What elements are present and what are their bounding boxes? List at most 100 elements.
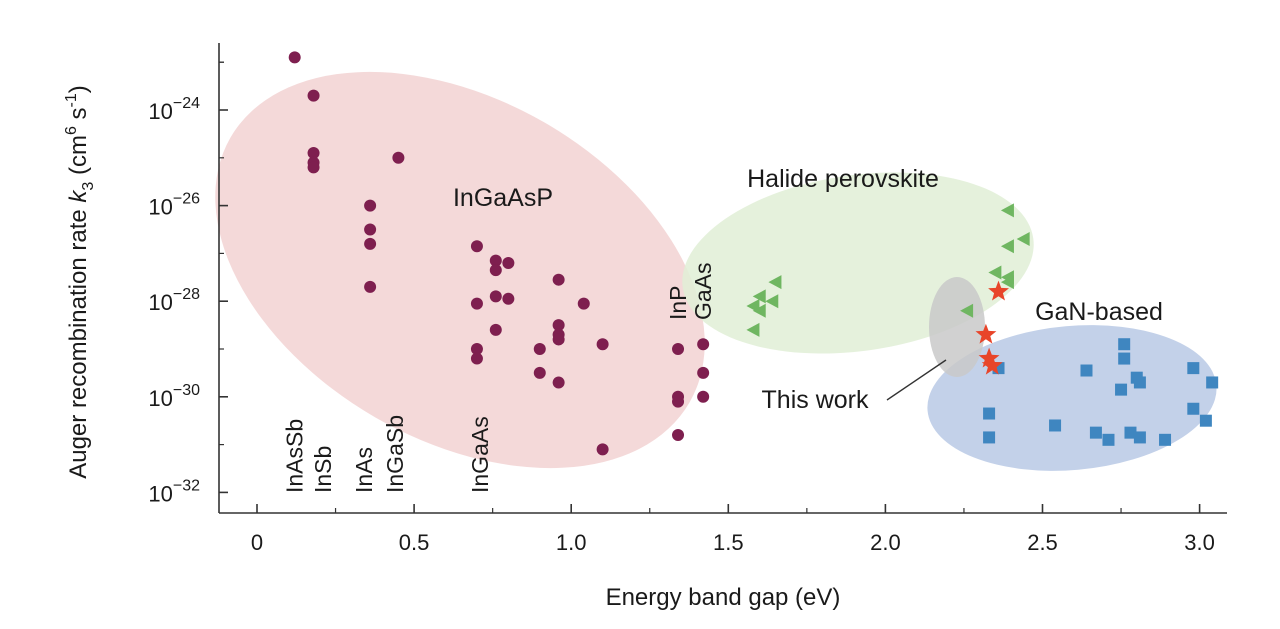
- point-ingaasp-17: [552, 273, 565, 286]
- point-ingaasp-31: [697, 366, 710, 379]
- point-ingaasp-29: [672, 343, 685, 355]
- point-ingaasp-19: [489, 323, 502, 336]
- point-ingaasp-36: [596, 443, 609, 456]
- material-label-inas: InAs: [351, 447, 377, 493]
- label-gan-based: GaN-based: [1035, 298, 1163, 326]
- point-gan-based-4: [1080, 364, 1093, 377]
- data-points: [288, 51, 1219, 456]
- material-label-inp: InP: [665, 285, 691, 320]
- point-ingaasp-25: [596, 338, 609, 351]
- x-tick-label-4: 2.0: [870, 530, 901, 555]
- point-ingaasp-4: [307, 161, 320, 174]
- point-gan-based-5: [1089, 426, 1102, 439]
- this-work-pointer: [886, 359, 947, 401]
- material-label-gaas: GaAs: [690, 262, 716, 320]
- point-gan-based-18: [1206, 376, 1219, 389]
- point-halide-perovskite-6: [1000, 203, 1014, 218]
- point-ingaasp-11: [489, 254, 502, 267]
- point-ingaasp-30: [697, 338, 710, 351]
- label-this-work: This work: [762, 386, 869, 414]
- point-ingaasp-18: [577, 297, 590, 310]
- point-ingaasp-24: [552, 333, 565, 346]
- x-tick-label-5: 2.5: [1027, 530, 1058, 555]
- y-ticks: 10−24 10−26 10−28 10−30 10−32: [148, 61, 228, 506]
- point-halide-perovskite-11: [988, 265, 1002, 280]
- point-ingaasp-10: [470, 240, 483, 253]
- point-ingaasp-13: [489, 264, 502, 277]
- point-gan-based-9: [1118, 352, 1131, 365]
- material-label-ingaas: InGaAs: [467, 416, 493, 493]
- material-label-insb: InSb: [310, 446, 336, 493]
- point-gan-based-15: [1187, 362, 1200, 375]
- point-halide-perovskite-4: [765, 294, 779, 309]
- y-tick-label-0: 10−24: [148, 95, 200, 124]
- material-labels: InAsSb InSb InAs InGaSb InGaAs InP GaAs: [282, 262, 716, 493]
- x-tick-label-3: 1.5: [713, 530, 744, 555]
- point-ingaasp-5: [392, 151, 405, 164]
- point-ingaasp-14: [489, 290, 502, 303]
- point-ingaasp-22: [470, 343, 483, 355]
- point-this-work-1: [975, 323, 997, 344]
- point-ingaasp-28: [552, 376, 565, 389]
- point-halide-perovskite-12: [960, 303, 974, 318]
- y-tick-label-3: 10−30: [148, 382, 200, 411]
- regions: [215, 71, 1217, 471]
- label-ingaasp: InGaAsP: [453, 184, 553, 212]
- y-axis-title: Auger recombination rate k3 (cm6 s-1): [63, 85, 97, 479]
- x-tick-label-0: 0: [251, 530, 263, 555]
- point-ingaasp-12: [502, 256, 515, 269]
- y-tick-label-2: 10−28: [148, 286, 200, 315]
- point-gan-based-7: [1115, 383, 1128, 396]
- point-halide-perovskite-0: [746, 322, 760, 337]
- region-ingaasp: [215, 71, 705, 469]
- point-gan-based-1: [983, 407, 996, 420]
- x-axis-title: Energy band gap (eV): [606, 584, 841, 611]
- point-ingaasp-15: [502, 292, 515, 305]
- x-tick-label-1: 0.5: [399, 530, 430, 555]
- point-gan-based-10: [1124, 426, 1137, 439]
- point-ingaasp-7: [364, 223, 377, 236]
- point-halide-perovskite-3: [752, 303, 766, 318]
- point-halide-perovskite-7: [1016, 232, 1030, 247]
- region-this-work: [929, 277, 985, 377]
- point-ingaasp-33: [672, 395, 685, 408]
- point-gan-based-6: [1102, 433, 1115, 446]
- point-gan-based-14: [1159, 433, 1172, 446]
- point-ingaasp-23: [533, 343, 546, 355]
- x-tick-label-6: 3.0: [1184, 530, 1215, 555]
- point-halide-perovskite-2: [752, 289, 766, 304]
- x-tick-label-2: 1.0: [556, 530, 587, 555]
- label-halide-perovskite: Halide perovskite: [747, 165, 939, 193]
- point-ingaasp-9: [364, 280, 377, 293]
- y-tick-label-1: 10−26: [148, 191, 200, 220]
- point-ingaasp-34: [697, 390, 710, 403]
- point-gan-based-12: [1133, 376, 1146, 389]
- point-ingaasp-27: [533, 366, 546, 379]
- point-this-work-0: [988, 280, 1009, 301]
- point-this-work-2: [978, 347, 1000, 368]
- point-halide-perovskite-8: [1000, 239, 1014, 254]
- point-ingaasp-0: [288, 51, 301, 64]
- point-this-work-3: [981, 354, 1003, 375]
- point-gan-based-13: [1133, 431, 1146, 444]
- point-halide-perovskite-5: [768, 275, 782, 290]
- y-tick-label-4: 10−32: [148, 477, 200, 506]
- point-gan-based-16: [1187, 402, 1200, 415]
- point-halide-perovskite-10: [1000, 270, 1014, 285]
- point-gan-based-3: [1049, 419, 1062, 432]
- point-ingaasp-35: [672, 429, 685, 442]
- point-ingaasp-6: [364, 199, 377, 212]
- point-ingaasp-26: [470, 352, 483, 365]
- point-ingaasp-20: [552, 319, 565, 332]
- point-ingaasp-1: [307, 89, 320, 102]
- material-label-inassb: InAsSb: [282, 419, 308, 493]
- point-ingaasp-16: [470, 297, 483, 310]
- point-ingaasp-2: [307, 147, 320, 160]
- point-gan-based-17: [1199, 414, 1212, 427]
- point-gan-based-8: [1118, 338, 1131, 351]
- point-ingaasp-8: [364, 237, 377, 250]
- axes: [218, 43, 1227, 514]
- point-gan-based-2: [983, 431, 996, 444]
- x-ticks: 0 0.5 1.0 1.5 2.0 2.5 3.0: [251, 504, 1215, 555]
